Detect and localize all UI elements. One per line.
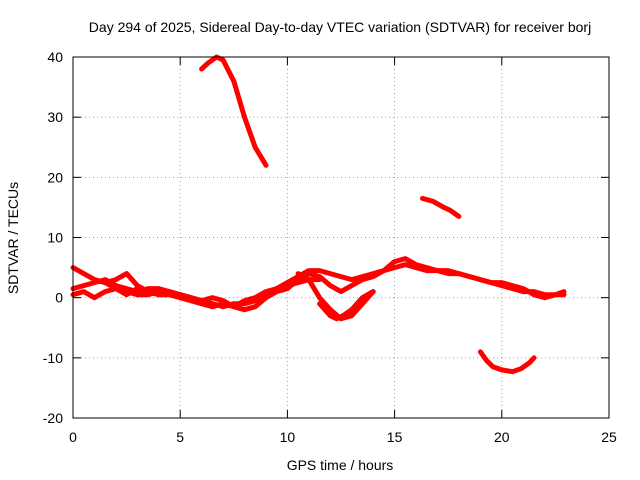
- chart-title: Day 294 of 2025, Sidereal Day-to-day VTE…: [89, 19, 591, 35]
- x-tick-label: 0: [69, 429, 77, 445]
- axes-frame: [72, 56, 610, 419]
- y-tick-label: 0: [55, 290, 63, 306]
- y-axis-label: SDTVAR / TECUs: [5, 182, 21, 294]
- plot-frame: [72, 56, 610, 419]
- series-line-arc-9: [477, 349, 537, 375]
- grid-lines: [73, 57, 609, 418]
- series-line-arc-5: [199, 54, 269, 168]
- y-tick-labels: -20 -10 0 10 20 30 40: [43, 49, 63, 426]
- x-axis-label: GPS time / hours: [287, 457, 394, 473]
- y-tick-label: 40: [47, 49, 63, 65]
- x-tick-label: 15: [387, 429, 403, 445]
- y-tick-label: 20: [47, 169, 63, 185]
- x-tick-label: 5: [176, 429, 184, 445]
- series-line-arc-7: [295, 271, 376, 322]
- series-line-arc-4: [91, 277, 162, 298]
- y-tick-label: -10: [43, 350, 63, 366]
- series-line-arc-6: [420, 195, 462, 219]
- x-tick-label: 25: [601, 429, 617, 445]
- y-tick-label: -20: [43, 410, 63, 426]
- x-tick-label: 20: [494, 429, 510, 445]
- x-tick-labels: 0 5 10 15 20 25: [69, 429, 617, 445]
- x-tick-label: 10: [280, 429, 296, 445]
- series-line-arc-8: [317, 289, 376, 322]
- y-tick-label: 30: [47, 109, 63, 125]
- y-tick-label: 10: [47, 230, 63, 246]
- data-series-group: [70, 54, 567, 375]
